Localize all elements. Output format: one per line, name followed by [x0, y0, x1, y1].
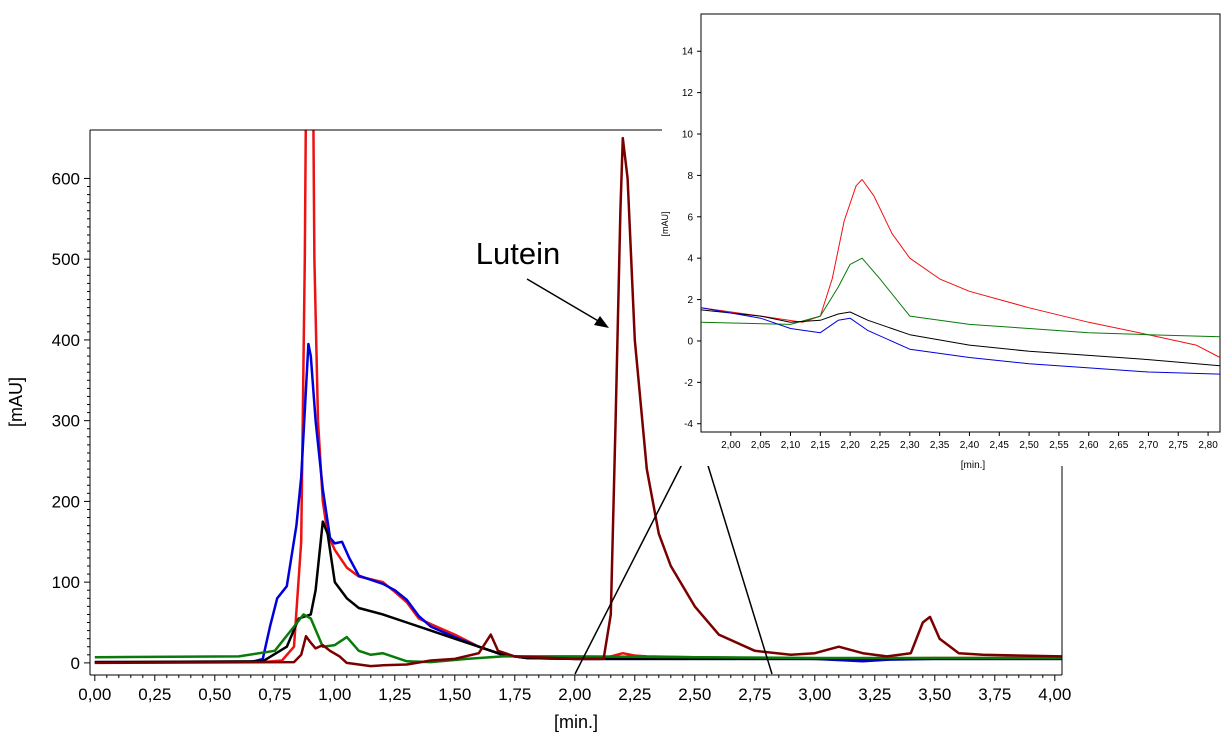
inset-y-tick-label: 2 [687, 295, 693, 306]
inset-y-axis-label: [mAU] [660, 211, 670, 236]
inset-plot: 2,00 2,05 2,10 2,15 2,20 2,25 2,30 2,35 2,40 2,45… [660, 13, 1222, 471]
main-x-tick-label: 1,75 [498, 685, 531, 704]
inset-y-tick-label: -4 [684, 419, 693, 430]
main-y-axis-label: [mAU] [6, 377, 26, 427]
inset-x-tick-label: 2,35 [930, 440, 950, 451]
inset-x-tick-label: 2,70 [1139, 440, 1159, 451]
inset-x-tick-label: 2,15 [811, 440, 831, 451]
inset-x-axis-label: [min.] [961, 460, 986, 471]
lutein-arrow-head [594, 316, 609, 328]
lutein-arrow-shaft [526, 278, 601, 323]
zoom-connector-right [697, 432, 773, 675]
main-x-tick-label: 2,50 [678, 685, 711, 704]
inset-x-tick-label: 2,00 [721, 440, 741, 451]
main-y-tick-label: 100 [52, 573, 80, 592]
main-x-tick-label: 4,00 [1038, 685, 1071, 704]
inset-series-line-green [701, 257, 1220, 338]
inset-y-tick-label: 0 [687, 336, 693, 347]
main-x-axis-label: [min.] [554, 712, 598, 732]
inset-y-tick-label: 12 [682, 88, 694, 99]
inset-y-tick-label: 4 [687, 254, 693, 265]
inset-x-tick-label: 2,30 [900, 440, 920, 451]
inset-x-tick-label: 2,50 [1019, 440, 1039, 451]
inset-y-tick-label: 6 [687, 212, 693, 223]
main-x-tick-label: 2,00 [558, 685, 591, 704]
main-x-tick-label: 3,00 [798, 685, 831, 704]
main-x-tick-label: 3,75 [978, 685, 1011, 704]
main-x-tick-label: 1,00 [318, 685, 351, 704]
inset-y-tick-label: -2 [684, 378, 693, 389]
inset-x-tick-label: 2,45 [990, 440, 1010, 451]
main-x-tick-label: 3,25 [858, 685, 891, 704]
zoom-connector-left [574, 432, 699, 675]
main-y-tick-label: 300 [52, 412, 80, 431]
inset-x-tick-label: 2,10 [781, 440, 801, 451]
inset-x-tick-label: 2,60 [1079, 440, 1099, 451]
main-y-tick-label: 600 [52, 169, 80, 188]
inset-x-tick-label: 2,75 [1169, 440, 1189, 451]
main-x-tick-label: 0,00 [78, 685, 111, 704]
main-x-tick-label: 0,75 [258, 685, 291, 704]
inset-y-tick-label: 14 [682, 47, 694, 58]
inset-x-tick-label: 2,80 [1198, 440, 1218, 451]
main-y-tick-label: 0 [71, 654, 80, 673]
inset-x-tick-label: 2,05 [751, 440, 771, 451]
inset-x-tick-label: 2,25 [870, 440, 890, 451]
main-y-tick-label: 200 [52, 492, 80, 511]
main-y-tick-label: 400 [52, 331, 80, 350]
main-x-tick-label: 2,25 [618, 685, 651, 704]
inset-x-tick-label: 2,65 [1109, 440, 1129, 451]
main-series-line-darkred [94, 136, 1062, 668]
main-x-tick-label: 2,75 [738, 685, 771, 704]
main-x-tick-label: 1,50 [438, 685, 471, 704]
main-y-tick-label: 500 [52, 250, 80, 269]
lutein-annotation-label: Lutein [476, 236, 560, 271]
inset-x-tick-label: 2,40 [960, 440, 980, 451]
inset-series-line-blue [701, 307, 1220, 375]
inset-x-tick-label: 2,55 [1049, 440, 1069, 451]
main-x-tick-label: 0,50 [198, 685, 231, 704]
inset-series-line-black [701, 309, 1220, 367]
inset-y-tick-label: 8 [687, 171, 693, 182]
main-x-tick-label: 1,25 [378, 685, 411, 704]
main-x-tick-label: 0,25 [138, 685, 171, 704]
main-x-tick-label: 3,50 [918, 685, 951, 704]
inset-x-tick-label: 2,20 [840, 440, 860, 451]
inset-plot-area [700, 13, 1221, 433]
main-series-line-green [94, 613, 1062, 664]
inset-y-tick-label: 10 [682, 130, 694, 141]
